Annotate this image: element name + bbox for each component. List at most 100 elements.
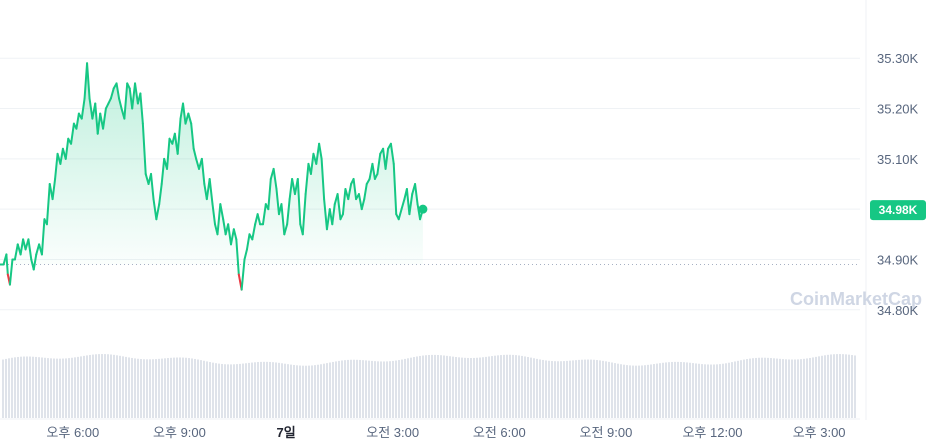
volume-bar (758, 357, 760, 418)
volume-bar (479, 357, 481, 418)
volume-bar (122, 356, 124, 418)
volume-bar (287, 364, 289, 418)
volume-bar (431, 354, 433, 418)
volume-bar (491, 356, 493, 418)
volume-bar (500, 355, 502, 418)
volume-bar (734, 361, 736, 418)
coinmarketcap-watermark: CoinMarketCap (790, 289, 922, 309)
volume-bar (53, 358, 55, 418)
volume-bar (641, 365, 643, 418)
volume-bar (566, 360, 568, 418)
price-segment (45, 183, 51, 226)
volume-bar (284, 363, 286, 418)
volume-bar (113, 354, 115, 418)
volume-bar (236, 364, 238, 418)
volume-bar (776, 358, 778, 418)
volume-bar (602, 360, 604, 418)
price-area (0, 63, 423, 265)
volume-bar (92, 354, 94, 418)
volume-bar (161, 358, 163, 418)
price-segment (392, 162, 398, 216)
price-segment (208, 177, 214, 206)
volume-bar (440, 355, 442, 418)
volume-bar (35, 356, 37, 418)
volume-bar (209, 362, 211, 418)
x-tick-label: 오후 3:00 (793, 425, 846, 440)
volume-bar (182, 357, 184, 418)
x-tick-label: 오후 12:00 (682, 425, 742, 440)
volume-bar (389, 361, 391, 418)
volume-bar (404, 358, 406, 418)
volume-bar (239, 363, 241, 418)
volume-bar (569, 360, 571, 418)
volume-bar (47, 358, 49, 418)
price-segment (286, 198, 291, 226)
price-segment (341, 188, 347, 216)
volume-bar (203, 360, 205, 418)
volume-bar (362, 360, 364, 418)
price-segment (222, 218, 227, 236)
volume-bar (155, 359, 157, 418)
volume-bar (392, 360, 394, 418)
price-segment (296, 177, 302, 226)
volume-bar (830, 354, 832, 418)
volume-bar (314, 365, 316, 418)
volume-bar (833, 354, 835, 418)
volume-bar (545, 360, 547, 418)
volume-bar (191, 358, 193, 418)
volume-bar (386, 361, 388, 418)
volume-bar (74, 357, 76, 418)
price-segment (32, 253, 38, 271)
volume-bar (584, 359, 586, 418)
volume-bar (530, 357, 532, 418)
volume-bar (470, 358, 472, 418)
volume-bar (266, 361, 268, 418)
volume-bar (596, 360, 598, 418)
price-segment (360, 198, 366, 211)
volume-bar (578, 359, 580, 418)
volume-bar (740, 360, 742, 418)
y-tick-label: 34.90K (877, 252, 919, 267)
volume-bar (299, 365, 301, 418)
x-tick-label: 오후 9:00 (153, 425, 206, 440)
volume-bar (416, 356, 418, 418)
volume-bar (425, 355, 427, 418)
price-segment (8, 258, 14, 286)
volume-bar (365, 360, 367, 418)
volume-bar (770, 358, 772, 418)
volume-bar (242, 363, 244, 418)
volume-bar (110, 354, 112, 418)
price-segment (288, 177, 294, 201)
volume-bar (56, 358, 58, 418)
price-segment (187, 112, 193, 125)
volume-bar (746, 359, 748, 418)
volume-bar (698, 363, 700, 418)
x-tick-label: 오전 9:00 (579, 425, 632, 440)
volume-bar (794, 359, 796, 418)
price-segment (219, 203, 225, 221)
volume-bar (821, 355, 823, 418)
volume-bar (278, 362, 280, 418)
volume-bar (647, 364, 649, 418)
volume-bar (29, 356, 31, 418)
price-segment (141, 122, 147, 175)
volume-bar (845, 354, 847, 418)
volume-bar (437, 355, 439, 418)
current-price-badge-bg (870, 200, 926, 221)
volume-bar (695, 363, 697, 418)
price-segment (267, 177, 272, 211)
volume-bars (2, 354, 856, 418)
volume-bar (164, 358, 166, 418)
volume-bar (713, 364, 715, 418)
price-segment (150, 172, 155, 201)
volume-bar (665, 362, 667, 418)
volume-bar (518, 355, 520, 418)
volume-bar (248, 362, 250, 418)
volume-bar (95, 354, 97, 418)
volume-bar (323, 363, 325, 418)
volume-bar (506, 354, 508, 418)
volume-bar (353, 359, 355, 418)
volume-bar (629, 365, 631, 418)
volume-bar (482, 357, 484, 418)
volume-bar (539, 359, 541, 418)
